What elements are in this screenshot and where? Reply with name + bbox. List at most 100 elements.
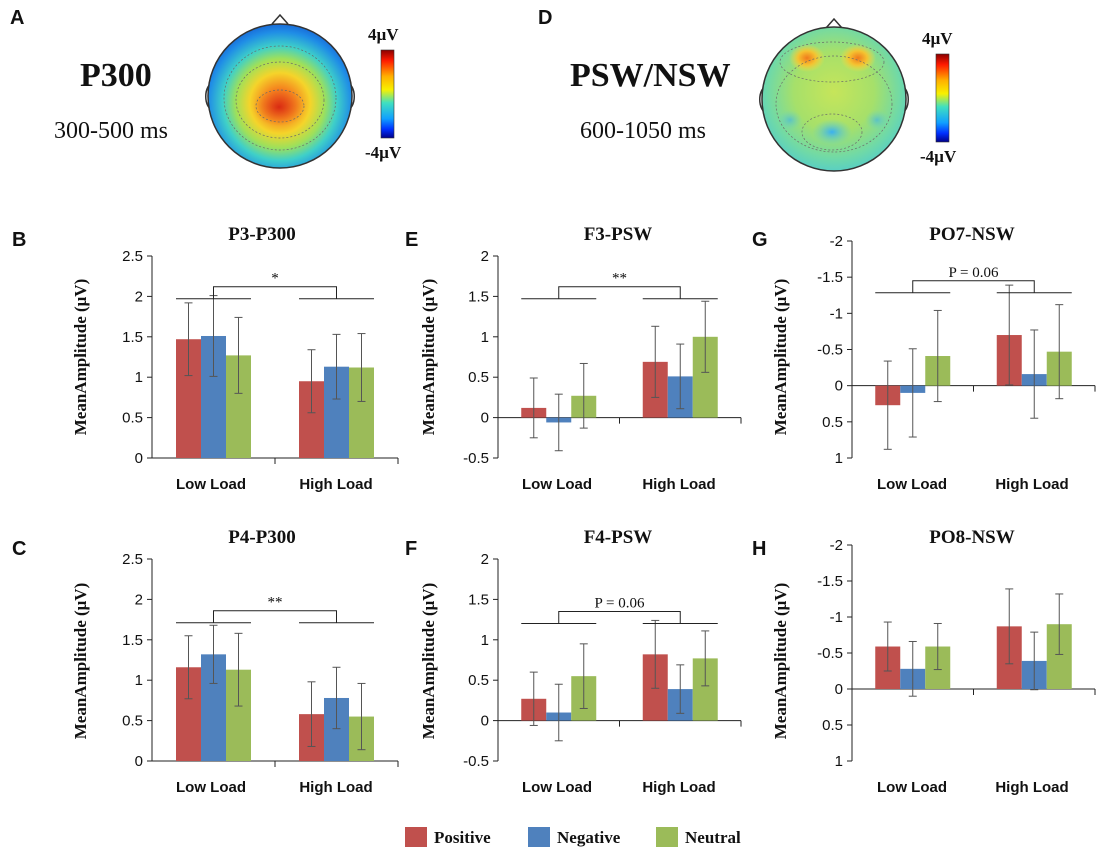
y-tick-label: 0: [135, 753, 143, 770]
legend-item-negative: Negative: [528, 827, 621, 847]
chart-title: F4-PSW: [584, 527, 653, 548]
panel-letter-c: C: [12, 538, 26, 560]
legend-item-positive: Positive: [405, 827, 491, 847]
y-tick-label: -0.5: [463, 753, 489, 770]
significance-bracket: [213, 286, 337, 299]
category-label: Low Load: [176, 779, 246, 796]
y-tick-label: 2: [481, 551, 489, 568]
topomap-title: PSW/NSW: [570, 57, 731, 94]
legend-swatch-negative: [528, 827, 550, 847]
topomap-panel-a: A P300 300-500 ms 4µV -4µV: [10, 7, 402, 169]
significance-bracket: [558, 611, 681, 624]
y-tick-label: 0.5: [822, 414, 843, 431]
y-tick-label: -1.5: [817, 269, 843, 286]
panel-letter-g: G: [752, 229, 768, 251]
chart-title: PO8-NSW: [929, 527, 1015, 548]
y-tick-label: 0: [481, 713, 489, 730]
y-tick-label: 1: [481, 632, 489, 649]
panel-letter-h: H: [752, 538, 766, 560]
bar-chart-f3-psw: E F3-PSW MeanAmplitude (μV) Low Load Hig…: [405, 224, 742, 493]
y-tick-label: 1: [835, 450, 843, 467]
y-axis-label: MeanAmplitude (μV): [771, 583, 790, 740]
y-tick-label: -0.5: [817, 645, 843, 662]
y-tick-label: 1.5: [122, 329, 143, 346]
y-tick-label: 1: [135, 369, 143, 386]
category-label: High Load: [299, 476, 372, 493]
scale-min-label: -4µV: [365, 143, 402, 162]
y-tick-label: 1.5: [468, 591, 489, 608]
chart-title: F3-PSW: [584, 224, 653, 245]
y-tick-label: -1: [830, 305, 843, 322]
y-tick-label: 0.5: [822, 717, 843, 734]
significance-label: P = 0.06: [595, 596, 645, 612]
y-tick-label: 2: [135, 591, 143, 608]
bar-chart-p4-p300: C P4-P300 MeanAmplitude (μV) Low Load Hi…: [12, 527, 399, 796]
bar-chart-po8-nsw: H PO8-NSW MeanAmplitude (μV) Low Load Hi…: [752, 527, 1096, 796]
significance-label: *: [271, 271, 279, 287]
y-tick-label: -1.5: [817, 573, 843, 590]
category-label: High Load: [642, 476, 715, 493]
chart-title: PO7-NSW: [929, 224, 1015, 245]
y-tick-label: -2: [830, 537, 843, 554]
legend: Positive Negative Neutral: [405, 827, 741, 847]
y-axis-label: MeanAmplitude (μV): [71, 583, 90, 740]
topomap-panel-d: D PSW/NSW 600-1050 ms 4µV -4µV: [538, 7, 957, 172]
significance-bracket: [912, 280, 1035, 293]
bar-chart-po7-nsw: G PO7-NSW MeanAmplitude (μV) Low Load Hi…: [752, 224, 1096, 493]
y-tick-label: 0: [135, 450, 143, 467]
color-scale-a: 4µV -4µV: [365, 25, 402, 162]
y-tick-label: 0.5: [468, 672, 489, 689]
bar-chart-f4-psw: F F4-PSW MeanAmplitude (μV) Low Load Hig…: [405, 527, 742, 796]
scale-max-label: 4µV: [922, 29, 953, 48]
y-tick-label: -1: [830, 609, 843, 626]
y-tick-label: 2.5: [122, 551, 143, 568]
category-label: Low Load: [176, 476, 246, 493]
scalp-head-d: [759, 17, 909, 172]
y-tick-label: 2: [481, 248, 489, 265]
category-label: High Load: [995, 476, 1068, 493]
legend-label: Negative: [557, 828, 621, 847]
significance-bracket: [213, 610, 337, 623]
y-tick-label: 2.5: [122, 248, 143, 265]
legend-label: Positive: [434, 828, 491, 847]
y-tick-label: -2: [830, 233, 843, 250]
scale-max-label: 4µV: [368, 25, 399, 44]
panel-letter-a: A: [10, 7, 24, 29]
y-tick-label: 1: [135, 672, 143, 689]
scale-min-label: -4µV: [920, 147, 957, 166]
chart-title: P3-P300: [228, 224, 296, 245]
category-label: Low Load: [522, 476, 592, 493]
y-tick-label: 0.5: [468, 369, 489, 386]
time-range-label: 300-500 ms: [54, 118, 168, 144]
panel-letter-b: B: [12, 229, 26, 251]
category-label: High Load: [642, 779, 715, 796]
y-tick-label: 0: [835, 681, 843, 698]
color-scale-d: 4µV -4µV: [920, 29, 957, 166]
y-tick-label: 1.5: [122, 632, 143, 649]
panel-letter-e: E: [405, 229, 418, 251]
y-tick-label: 0: [481, 410, 489, 427]
significance-label: **: [268, 595, 283, 611]
time-range-label: 600-1050 ms: [580, 118, 706, 144]
category-label: Low Load: [877, 779, 947, 796]
y-tick-label: 0: [835, 378, 843, 395]
significance-bracket: [558, 286, 681, 299]
y-tick-label: 1: [835, 753, 843, 770]
y-tick-label: 2: [135, 288, 143, 305]
chart-title: P4-P300: [228, 527, 296, 548]
y-axis-label: MeanAmplitude (μV): [771, 279, 790, 436]
panel-letter-f: F: [405, 538, 417, 560]
category-label: Low Load: [877, 476, 947, 493]
y-tick-label: -0.5: [463, 450, 489, 467]
legend-swatch-positive: [405, 827, 427, 847]
y-tick-label: -0.5: [817, 342, 843, 359]
category-label: High Load: [995, 779, 1068, 796]
y-tick-label: 0.5: [122, 410, 143, 427]
category-label: High Load: [299, 779, 372, 796]
panel-letter-d: D: [538, 7, 552, 29]
topomap-title: P300: [80, 57, 152, 94]
y-tick-label: 1.5: [468, 288, 489, 305]
legend-swatch-neutral: [656, 827, 678, 847]
scalp-head-a: [205, 13, 355, 169]
